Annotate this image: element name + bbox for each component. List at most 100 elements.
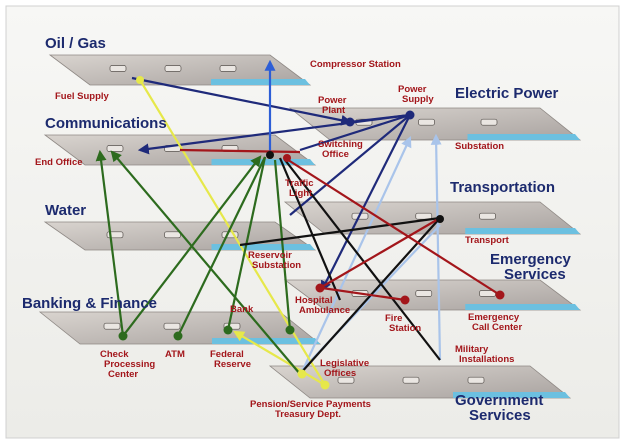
dot (315, 283, 325, 293)
layer-label: Government (455, 392, 543, 409)
edge (289, 114, 411, 216)
planes (38, 54, 582, 399)
node-label: Ambulance (299, 305, 350, 316)
icon (415, 290, 433, 297)
dot (283, 154, 291, 162)
layer-label: Services (504, 266, 566, 283)
plane-edge (467, 134, 580, 140)
edge (321, 114, 411, 292)
dot (400, 295, 410, 305)
node-label: Emergency (468, 312, 520, 323)
node-label: Federal (210, 349, 244, 360)
plane-edge (453, 392, 570, 398)
icon (467, 376, 485, 384)
icon (418, 118, 435, 126)
dot (266, 151, 274, 159)
node-label: Traffic (285, 178, 314, 189)
plane-edge (465, 304, 580, 310)
dot (118, 331, 128, 341)
edge (284, 159, 441, 361)
node-label: Check (100, 349, 129, 360)
edge (319, 217, 441, 289)
dot (136, 76, 144, 84)
icon (337, 376, 355, 384)
node-label: Installations (459, 354, 514, 365)
node-label: Switching (318, 139, 363, 150)
edge (278, 157, 342, 301)
node-label: Substation (252, 260, 301, 271)
node-label: Fire (385, 313, 402, 324)
icon (219, 65, 237, 72)
dot (345, 117, 355, 127)
node-label: Compressor Station (310, 59, 401, 70)
node-label: Military (455, 344, 489, 355)
edge (284, 157, 501, 296)
node-label: Offices (324, 368, 356, 379)
plane-edge (465, 228, 580, 234)
dot (173, 331, 183, 341)
node-label: Bank (230, 304, 254, 315)
icon (415, 212, 433, 220)
dot (285, 325, 295, 335)
node-label: Power (398, 84, 427, 95)
edge (430, 133, 442, 361)
edge (95, 149, 125, 337)
edge (299, 113, 411, 152)
icon (163, 322, 181, 330)
layer-label: Services (469, 407, 531, 424)
node-label: Light (289, 188, 313, 199)
labels: Oil / Gas Communications Water Banking & Fi… (22, 35, 572, 424)
dot (436, 215, 444, 223)
layer-label: Transportation (450, 179, 555, 196)
edge (349, 113, 411, 124)
layer-label: Emergency (490, 251, 572, 268)
dot (495, 290, 505, 300)
icon (480, 118, 498, 126)
dot (297, 369, 307, 379)
layer-label: Banking & Finance (22, 295, 157, 312)
node-label: ATM (165, 349, 185, 360)
node-label: Office (322, 149, 349, 160)
icon (479, 290, 496, 297)
icon (164, 65, 182, 72)
node-label: Supply (402, 94, 434, 105)
icon (109, 65, 127, 72)
layer-label: Communications (45, 115, 167, 132)
plane-edge (211, 244, 315, 250)
node-dots (118, 76, 505, 390)
dot (405, 110, 415, 120)
node-label: Call Center (472, 322, 522, 333)
plane-edge (211, 79, 310, 85)
node-label: Processing (104, 359, 155, 370)
node-label: Legislative (320, 358, 369, 369)
plane-edge (212, 338, 320, 344)
node-label: End Office (35, 157, 83, 168)
layer-label: Oil / Gas (45, 35, 106, 52)
node-label: Substation (455, 141, 504, 152)
edge (239, 216, 441, 247)
layer-label: Water (45, 202, 86, 219)
node-label: Center (108, 369, 138, 380)
icon (106, 145, 124, 152)
icon (164, 231, 181, 239)
edge (179, 148, 301, 154)
node-label: Reserve (214, 359, 251, 370)
edge (139, 79, 326, 386)
node-label: Power (318, 95, 347, 106)
node-label: Transport (465, 235, 510, 246)
node-label: Treasury Dept. (275, 409, 341, 420)
node-label: Station (389, 323, 421, 334)
layer-label: Electric Power (455, 85, 559, 102)
node-label: Reservoir (248, 250, 292, 261)
edge (131, 76, 353, 126)
dot (320, 380, 330, 390)
node-label: Hospital (295, 295, 332, 306)
dot (223, 325, 233, 335)
node-label: Fuel Supply (55, 91, 110, 102)
edge (301, 136, 412, 373)
icon (103, 322, 121, 330)
icon (479, 212, 496, 220)
edge (321, 286, 406, 302)
edge (233, 330, 326, 386)
